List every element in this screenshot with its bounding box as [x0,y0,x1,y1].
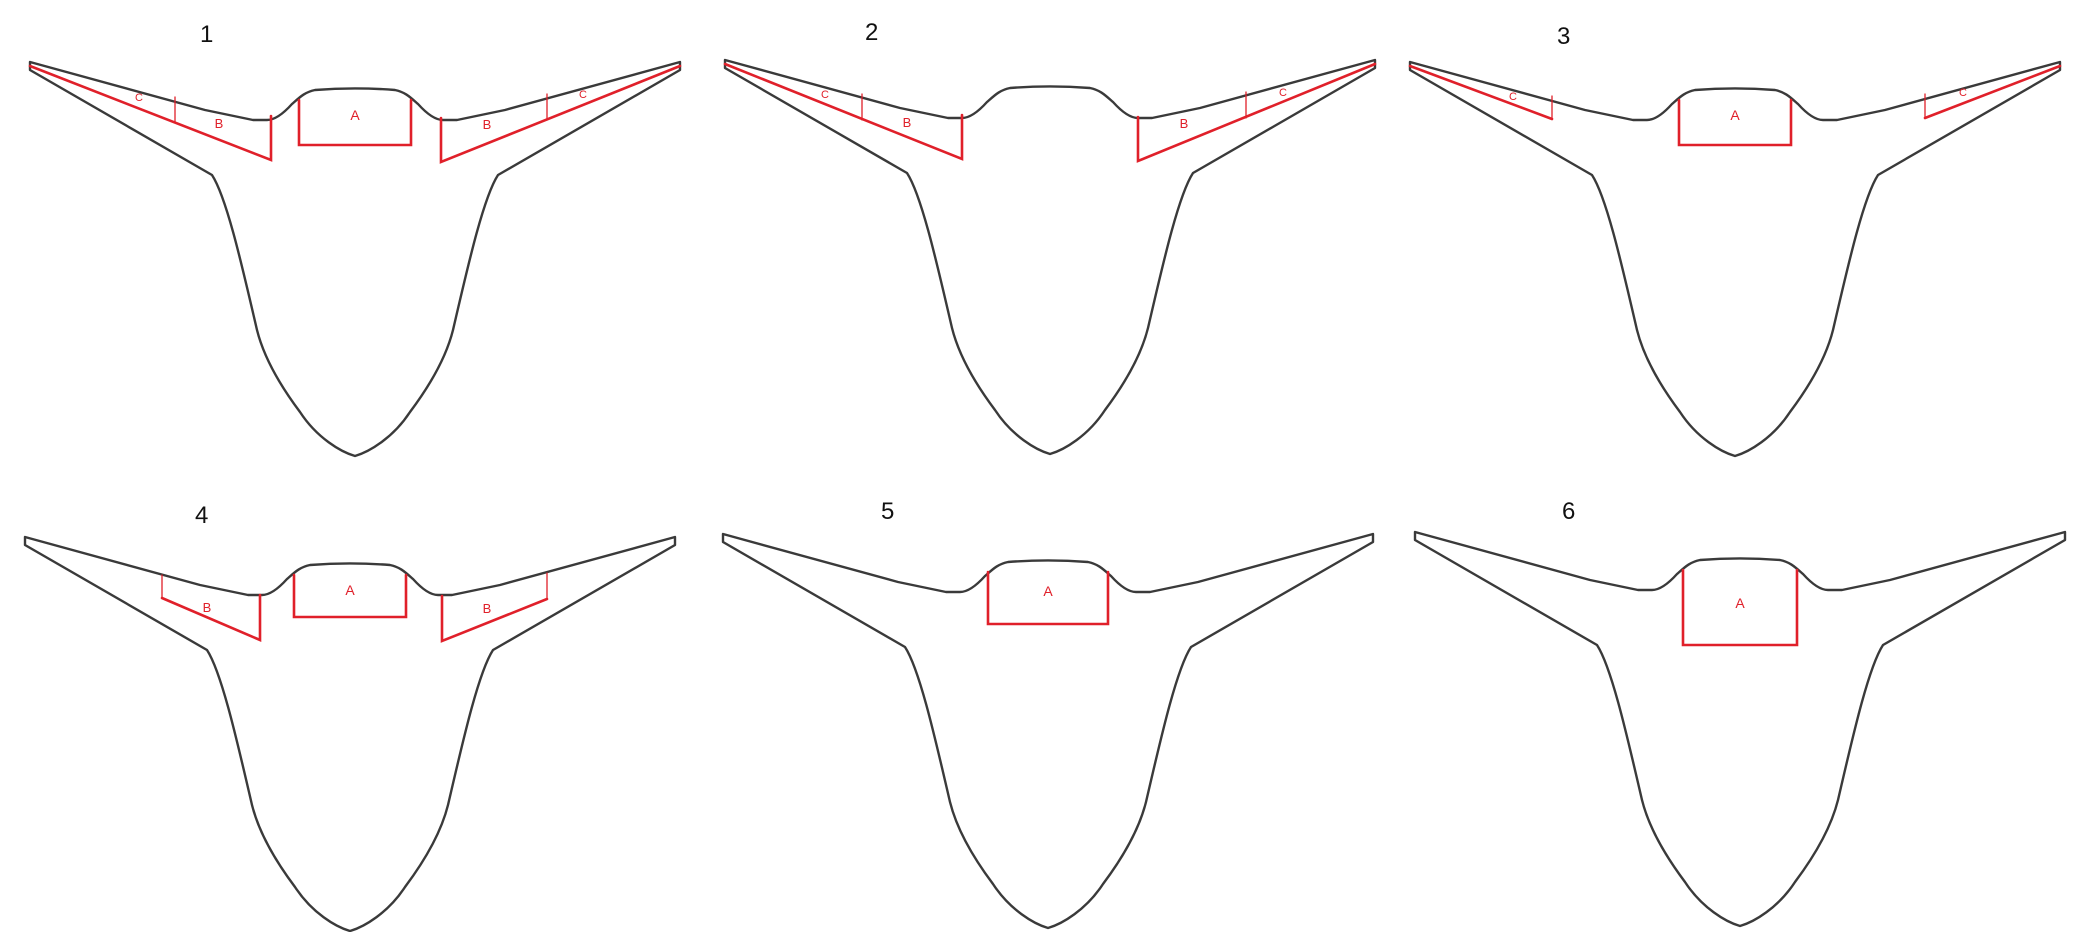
region-a-outline [297,98,413,147]
region-a-label: A [1043,583,1053,599]
panel-4: 4 A B B [23,502,677,932]
left-region-b-outline [723,62,964,161]
region-a-label: A [1730,107,1740,123]
right-region-c-label: C [579,89,587,101]
right-region-b-outline [1136,62,1377,163]
right-region-b-outline [440,594,549,643]
region-a-outline [1677,98,1793,147]
right-region-b-outline [439,64,682,164]
panel-number: 4 [195,502,208,529]
panel-3: 3 A C C [1408,23,2062,458]
right-region-b-label: B [483,601,492,616]
cross-section-outline [723,58,1377,456]
left-region-b-label: B [903,115,912,130]
left-region-b-outline [160,593,262,642]
left-region-c-label: C [135,92,143,104]
panel-number: 1 [200,21,213,48]
right-region-c-label: C [1279,87,1287,99]
right-region-c-outline [1923,64,2062,120]
region-a-outline [986,570,1110,626]
region-a-outline [292,573,408,619]
left-region-b-outline [28,64,273,162]
panel-2: 2 B C B C [723,19,1377,456]
panel-number: 5 [881,498,894,525]
cross-section-outline [1413,530,2067,928]
left-region-c-outline [1408,64,1554,121]
panel-1: 1 A B C B C [28,21,682,458]
left-region-c-label: C [821,89,829,101]
region-a-label: A [345,582,355,598]
panel-number: 2 [865,19,878,46]
panel-5: 5 A [721,498,1375,930]
left-region-c-label: C [1509,91,1517,103]
region-a-label: A [1735,595,1745,611]
region-a-label: A [350,107,360,123]
left-region-b-label: B [215,116,224,131]
right-region-b-label: B [1180,116,1189,131]
panel-number: 3 [1557,23,1570,50]
panel-6: 6 A [1413,498,2067,928]
panel-number: 6 [1562,498,1575,525]
right-region-b-label: B [483,117,492,132]
right-region-c-label: C [1959,87,1967,99]
region-a-outline [1681,568,1799,647]
left-region-b-label: B [203,600,212,615]
